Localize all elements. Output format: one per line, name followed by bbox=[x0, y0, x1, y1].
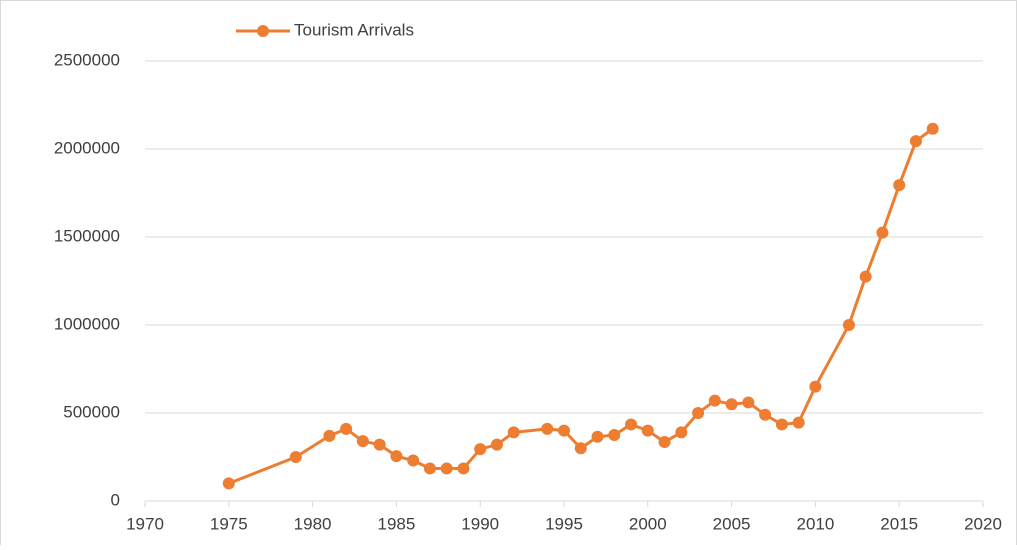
point bbox=[692, 407, 705, 419]
point bbox=[641, 424, 654, 437]
point bbox=[490, 438, 503, 451]
y-tick-label: 500000 bbox=[63, 402, 120, 421]
x-tick-label: 1975 bbox=[210, 514, 248, 533]
point bbox=[876, 226, 889, 239]
point bbox=[373, 438, 386, 451]
point bbox=[725, 398, 738, 411]
point bbox=[658, 436, 671, 449]
point bbox=[759, 408, 772, 421]
point bbox=[842, 319, 855, 331]
point bbox=[222, 477, 235, 490]
point bbox=[909, 135, 922, 148]
y-tick-label: 0 bbox=[111, 490, 120, 509]
point bbox=[859, 270, 872, 283]
x-tick-label: 1970 bbox=[126, 514, 164, 533]
legend-label: Tourism Arrivals bbox=[294, 20, 414, 39]
x-tick-label: 2000 bbox=[629, 514, 667, 533]
x-tick-label: 2015 bbox=[880, 514, 918, 533]
point bbox=[440, 462, 453, 475]
x-tick-label: 1985 bbox=[377, 514, 415, 533]
point bbox=[423, 462, 436, 475]
point bbox=[407, 454, 420, 467]
point bbox=[356, 435, 369, 448]
point bbox=[541, 422, 554, 435]
point bbox=[323, 429, 336, 442]
y-tick-label: 2000000 bbox=[54, 138, 120, 157]
point bbox=[625, 418, 638, 431]
point bbox=[809, 380, 822, 393]
y-tick-label: 1000000 bbox=[54, 314, 120, 333]
y-tick-label: 1500000 bbox=[54, 226, 120, 245]
legend-marker bbox=[257, 25, 269, 37]
point bbox=[742, 396, 755, 409]
x-tick-label: 1980 bbox=[294, 514, 332, 533]
point bbox=[474, 443, 487, 456]
point bbox=[893, 179, 906, 192]
point bbox=[708, 394, 721, 407]
y-tick-label: 2500000 bbox=[54, 50, 120, 69]
point bbox=[457, 462, 470, 475]
point bbox=[608, 429, 621, 441]
point bbox=[507, 426, 520, 439]
point bbox=[775, 418, 788, 431]
point bbox=[574, 442, 587, 455]
point bbox=[558, 424, 570, 437]
point bbox=[289, 451, 302, 463]
x-tick-label: 2020 bbox=[964, 514, 1002, 533]
x-tick-label: 1995 bbox=[545, 514, 583, 533]
point bbox=[340, 422, 353, 435]
x-tick-label: 2005 bbox=[713, 514, 751, 533]
point bbox=[390, 450, 403, 463]
x-tick-label: 2010 bbox=[796, 514, 834, 533]
point bbox=[926, 122, 939, 135]
point bbox=[591, 430, 604, 443]
x-tick-label: 1990 bbox=[461, 514, 499, 533]
point bbox=[675, 426, 688, 439]
point bbox=[792, 416, 805, 429]
